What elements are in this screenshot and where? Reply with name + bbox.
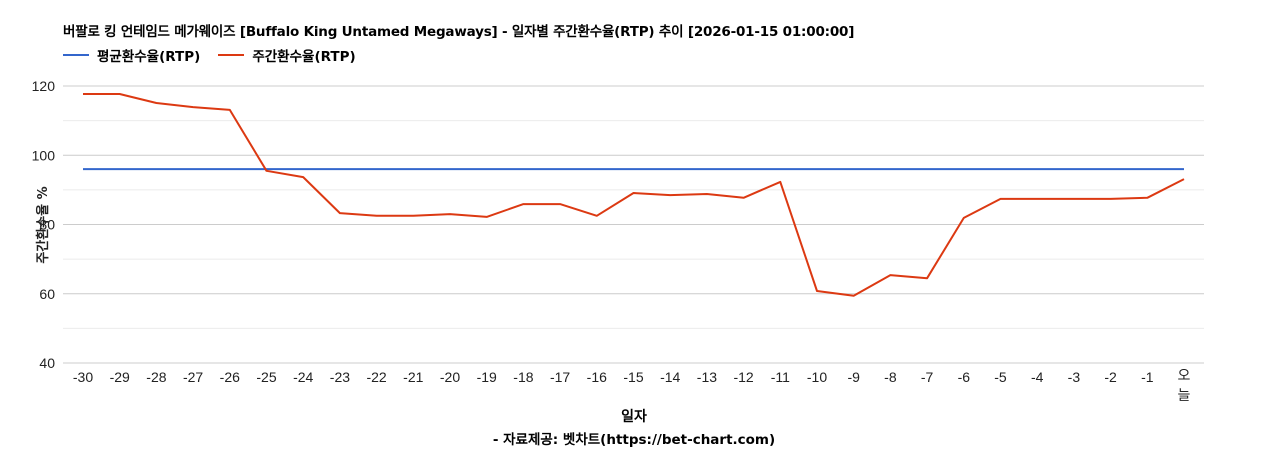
x-axis-label: 일자 bbox=[621, 409, 647, 425]
x-tick-label: -18 bbox=[513, 369, 533, 385]
x-tick-label: -21 bbox=[403, 369, 423, 385]
x-tick-label: -14 bbox=[660, 369, 680, 385]
legend-line-icon bbox=[218, 54, 245, 56]
y-axis-ticks: 40 60 80 100 120 bbox=[32, 78, 56, 371]
x-axis-ticks: -30 -29 -28 -27 -26 -25 -24 -23 -22 -21 -20 -19 -18 -… bbox=[73, 367, 1191, 403]
x-tick-label: -23 bbox=[330, 369, 350, 385]
x-tick-label: -7 bbox=[921, 369, 934, 385]
weekly-rtp-line[interactable] bbox=[83, 93, 1185, 297]
x-tick-label: -6 bbox=[958, 369, 971, 385]
source-credit: - 자료제공: 벳차트(https://bet-chart.com) bbox=[492, 432, 776, 448]
legend-label: 주간환수율(RTP) bbox=[252, 49, 356, 65]
x-tick-label: -1 bbox=[1141, 369, 1154, 385]
y-tick-label: 60 bbox=[39, 286, 55, 302]
x-tick-label: -4 bbox=[1031, 369, 1044, 385]
x-tick-label: -12 bbox=[733, 369, 753, 385]
series-lines bbox=[83, 93, 1185, 297]
y-tick-label: 80 bbox=[39, 217, 55, 233]
x-tick-label: -22 bbox=[366, 369, 386, 385]
y-tick-label: 40 bbox=[39, 355, 55, 371]
x-tick-label: -24 bbox=[293, 369, 313, 385]
x-tick-label: -27 bbox=[183, 369, 203, 385]
x-tick-label: -13 bbox=[697, 369, 717, 385]
x-tick-label: -10 bbox=[807, 369, 827, 385]
x-tick-label: -28 bbox=[146, 369, 166, 385]
x-tick-label: -25 bbox=[256, 369, 276, 385]
x-tick-label: -30 bbox=[73, 369, 93, 385]
y-axis-label: 주간환수율 % bbox=[35, 186, 51, 263]
y-tick-label: 120 bbox=[32, 78, 56, 94]
legend-item-average-rtp[interactable]: 평균환수율(RTP) bbox=[63, 45, 200, 65]
x-tick-label: -9 bbox=[847, 369, 860, 385]
x-tick-label: -20 bbox=[440, 369, 460, 385]
x-tick-label: -2 bbox=[1104, 369, 1117, 385]
x-tick-label: -3 bbox=[1068, 369, 1081, 385]
y-tick-label: 100 bbox=[32, 147, 56, 163]
x-tick-label: 늘 bbox=[1178, 387, 1191, 403]
legend-line-icon bbox=[63, 54, 89, 56]
x-tick-label: -17 bbox=[550, 369, 570, 385]
x-tick-label: -16 bbox=[587, 369, 607, 385]
x-tick-label: -8 bbox=[884, 369, 897, 385]
gridlines bbox=[63, 85, 1204, 364]
chart-title: 버팔로 킹 언테임드 메가웨이즈 [Buffalo King Untamed M… bbox=[63, 24, 855, 40]
x-tick-label: -19 bbox=[477, 369, 497, 385]
x-tick-label: -5 bbox=[994, 369, 1007, 385]
x-tick-label: 오 bbox=[1178, 367, 1191, 383]
legend-label: 평균환수율(RTP) bbox=[97, 49, 201, 65]
x-tick-label: -15 bbox=[623, 369, 643, 385]
x-tick-label: -26 bbox=[220, 369, 240, 385]
x-tick-label: -11 bbox=[771, 369, 790, 385]
legend-item-weekly-rtp[interactable]: 주간환수율(RTP) bbox=[218, 45, 356, 65]
chart-legend: 평균환수율(RTP) 주간환수율(RTP) bbox=[63, 45, 374, 65]
x-tick-label: -29 bbox=[110, 369, 130, 385]
